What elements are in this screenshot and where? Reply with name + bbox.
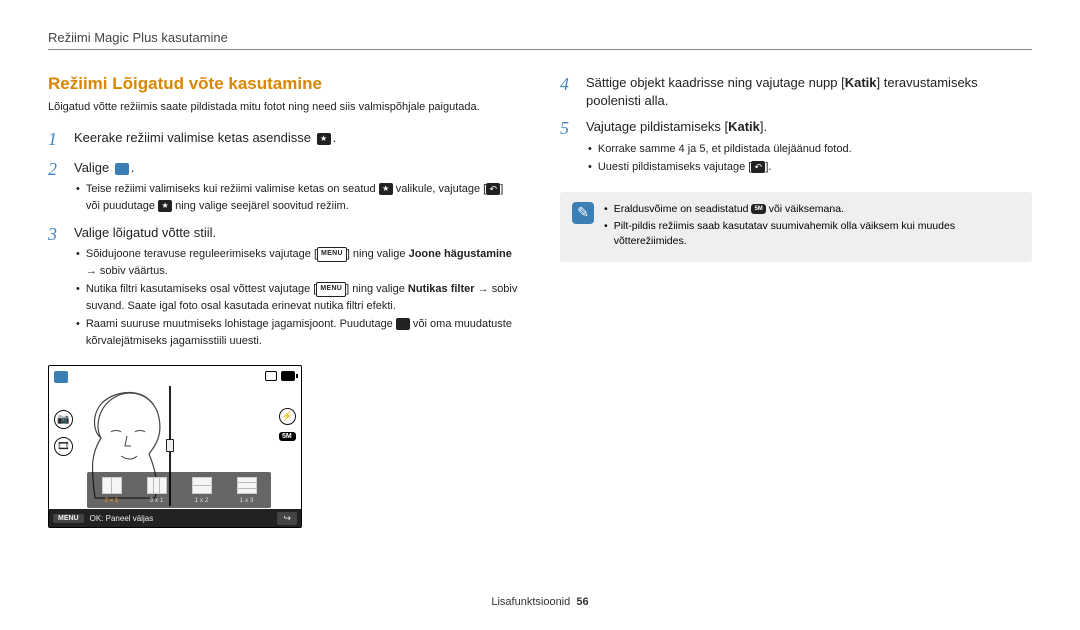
step-number: 5 xyxy=(560,118,576,177)
layout-option-label: 2 x 1 xyxy=(104,497,118,504)
section-intro: Lõigatud võtte režiimis saate pildistada… xyxy=(48,100,520,115)
step-text-part: Sättige objekt kaadrisse ning vajutage n… xyxy=(586,75,845,90)
bullet-text: Teise režiimi valimiseks kui režiimi val… xyxy=(86,183,379,195)
resolution-chip: 5M xyxy=(279,432,296,441)
step-text-part: . xyxy=(333,130,337,145)
footer-text: Lisafunktsioonid xyxy=(491,596,570,608)
step-number: 4 xyxy=(560,74,576,110)
bullet-bold: Nutikas filter xyxy=(408,283,475,295)
step-text-part: Vajutage pildistamiseks [ xyxy=(586,119,728,134)
page-number: 56 xyxy=(576,596,588,608)
ok-label: OK: Paneel väljas xyxy=(90,514,154,523)
step-text: Vajutage pildistamiseks [Katik]. xyxy=(586,118,1032,136)
bullet-text: ning valige seejärel soovitud režiim. xyxy=(172,200,349,212)
bullet-text: ] ning valige xyxy=(347,248,409,260)
camera-screen-illustration: 📷 🎞 ⚡ 5M 2 x 1 3 x 1 1 x 2 1 x 3 xyxy=(48,365,302,528)
left-column: Režiimi Lõigatud võte kasutamine Lõigatu… xyxy=(48,74,520,528)
layout-option-label: 1 x 2 xyxy=(194,497,208,504)
camera-icon: 📷 xyxy=(54,410,73,429)
magic-mode-icon xyxy=(379,183,393,195)
back-icon xyxy=(751,161,765,173)
header-underline xyxy=(48,49,1032,50)
step-1: 1 Keerake režiimi valimise ketas asendis… xyxy=(48,129,520,151)
bullet-text: Uuesti pildistamiseks vajutage [ xyxy=(598,161,751,173)
layout-option: 1 x 3 xyxy=(226,477,267,504)
step-text-part: ]. xyxy=(760,119,767,134)
section-title: Režiimi Lõigatud võte kasutamine xyxy=(48,74,520,94)
step-text-bold: Katik xyxy=(728,119,760,134)
step-text-part: Keerake režiimi valimise ketas asendisse xyxy=(74,130,315,145)
sub-bullet: Sõidujoone teravuse reguleerimiseks vaju… xyxy=(76,246,520,279)
note-icon: ✎ xyxy=(572,202,594,224)
forward-chip-icon: ↪ xyxy=(277,512,297,525)
back-icon xyxy=(486,183,500,195)
bullet-text: Sõidujoone teravuse reguleerimiseks vaju… xyxy=(86,248,317,260)
bullet-text: Nutika filtri kasutamiseks osal võttest … xyxy=(86,283,316,295)
layout-option: 3 x 1 xyxy=(136,477,177,504)
step-text-part: Valige xyxy=(74,160,113,175)
bullet-text: ] ning valige xyxy=(346,283,408,295)
sub-bullet: Korrake samme 4 ja 5, et pildistada ülej… xyxy=(588,141,1032,158)
bullet-text: ]. xyxy=(765,161,771,173)
layout-option-label: 3 x 1 xyxy=(149,497,163,504)
layout-option-icon xyxy=(192,477,212,494)
menu-chip: MENU xyxy=(53,514,84,523)
step-3: 3 Valige lõigatud võtte stiil. Sõidujoon… xyxy=(48,224,520,351)
resolution-chip-icon: 5M xyxy=(751,204,765,214)
step-text: Sättige objekt kaadrisse ning vajutage n… xyxy=(586,74,1032,110)
magic-mode-icon xyxy=(158,200,172,212)
menu-icon: MENU xyxy=(316,282,346,297)
layout-panel: 2 x 1 3 x 1 1 x 2 1 x 3 xyxy=(87,472,271,508)
header-breadcrumb: Režiimi Magic Plus kasutamine xyxy=(48,30,1032,45)
step-2: 2 Valige . Teise režiimi valimiseks kui … xyxy=(48,159,520,216)
step-text: Valige . xyxy=(74,159,520,177)
step-number: 2 xyxy=(48,159,64,216)
bullet-text: sobiv väärtus. xyxy=(100,265,168,277)
step-text: Valige lõigatud võtte stiil. xyxy=(74,224,520,242)
bullet-text: Korrake samme 4 ja 5, et pildistada ülej… xyxy=(598,141,852,158)
bullet-text: valikule, vajutage [ xyxy=(393,183,487,195)
split-shot-icon xyxy=(115,163,129,175)
sub-bullet: Nutika filtri kasutamiseks osal võttest … xyxy=(76,281,520,314)
step-number: 3 xyxy=(48,224,64,351)
forward-icon xyxy=(396,318,410,330)
note-text: Pilt-pildis režiimis saab kasutatav suum… xyxy=(614,219,1020,248)
step-5: 5 Vajutage pildistamiseks [Katik]. Korra… xyxy=(560,118,1032,177)
camera-bottom-bar: MENU OK: Paneel väljas ↪ xyxy=(49,509,301,527)
layout-option-icon xyxy=(237,477,257,494)
bullet-bold: Joone hägustamine xyxy=(409,248,512,260)
film-icon: 🎞 xyxy=(54,437,73,456)
note-bullet: Eraldusvõime on seadistatud 5M või väiks… xyxy=(604,202,1020,217)
layout-option: 2 x 1 xyxy=(91,477,132,504)
layout-option-label: 1 x 3 xyxy=(239,497,253,504)
step-4: 4 Sättige objekt kaadrisse ning vajutage… xyxy=(560,74,1032,110)
right-column: 4 Sättige objekt kaadrisse ning vajutage… xyxy=(560,74,1032,528)
page-footer: Lisafunktsioonid 56 xyxy=(0,596,1080,608)
step-text-part: . xyxy=(131,160,135,175)
sub-bullet: Raami suuruse muutmiseks lohistage jagam… xyxy=(76,316,520,349)
note-text: või väiksemana. xyxy=(766,203,844,215)
step-number: 1 xyxy=(48,129,64,151)
mode-badge-icon xyxy=(54,371,68,383)
note-box: ✎ Eraldusvõime on seadistatud 5M või väi… xyxy=(560,192,1032,262)
split-handle-icon xyxy=(166,439,174,452)
sub-bullet: Uuesti pildistamiseks vajutage []. xyxy=(588,159,1032,176)
bullet-text: → xyxy=(475,283,492,295)
sub-bullet: Teise režiimi valimiseks kui režiimi val… xyxy=(76,181,520,214)
layout-option: 1 x 2 xyxy=(181,477,222,504)
magic-mode-icon xyxy=(317,133,331,145)
step-text: Keerake režiimi valimise ketas asendisse… xyxy=(74,129,520,147)
menu-icon: MENU xyxy=(317,247,347,262)
note-bullet: Pilt-pildis režiimis saab kasutatav suum… xyxy=(604,219,1020,248)
bullet-text: Raami suuruse muutmiseks lohistage jagam… xyxy=(86,318,396,330)
bullet-text: → xyxy=(86,265,100,277)
step-text-bold: Katik xyxy=(845,75,877,90)
flash-icon: ⚡ xyxy=(279,408,296,425)
note-text: Eraldusvõime on seadistatud xyxy=(614,203,752,215)
layout-option-icon xyxy=(102,477,122,494)
layout-option-icon xyxy=(147,477,167,494)
battery-status-icon xyxy=(265,371,295,381)
